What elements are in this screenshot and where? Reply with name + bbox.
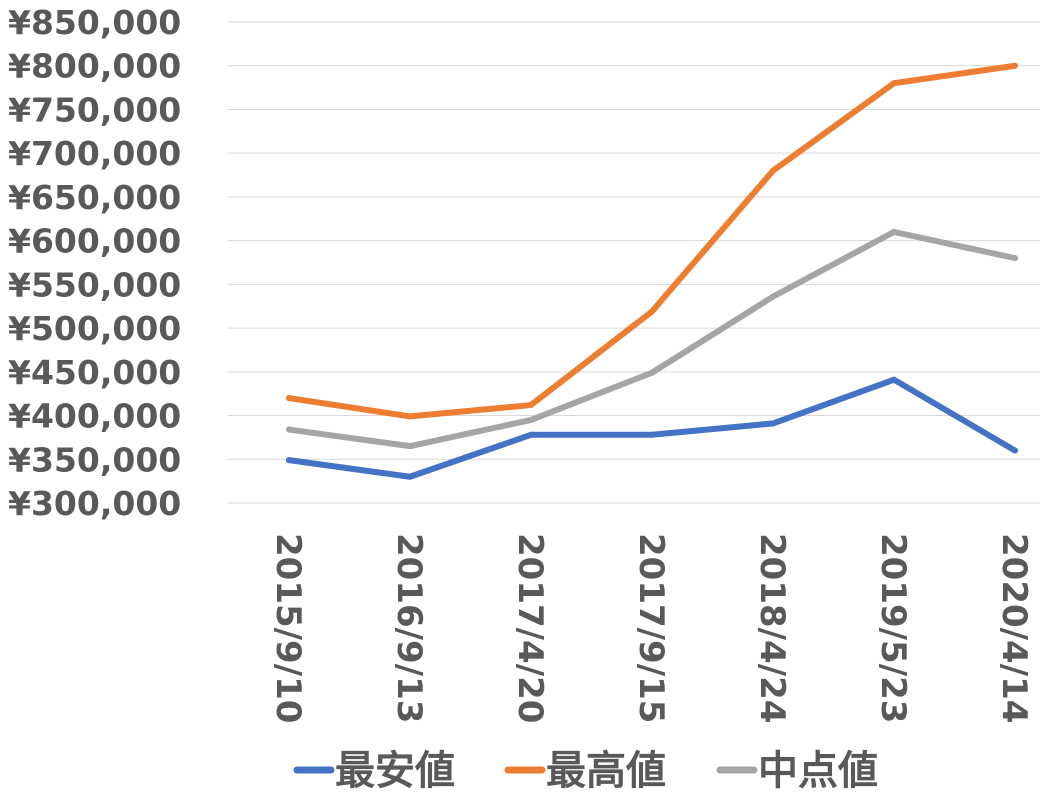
y-axis-tick-labels: ¥300,000 ¥350,000 ¥400,000 ¥450,000 ¥500,000… — [8, 3, 181, 523]
legend-label: 最高値 — [546, 748, 666, 794]
y-tick-label: ¥850,000 — [8, 3, 181, 42]
y-tick-label: ¥700,000 — [8, 134, 181, 173]
x-tick-label: 2017/4/20 — [510, 533, 550, 723]
data-point — [891, 376, 897, 383]
data-point — [1012, 447, 1018, 454]
data-point — [649, 369, 655, 376]
data-point — [1012, 255, 1018, 262]
series-line-1 — [286, 376, 1018, 480]
legend-label: 中点値 — [758, 748, 878, 794]
data-point — [891, 80, 897, 87]
legend: 最安値 最高値 中点値 — [293, 748, 878, 794]
data-point — [407, 473, 413, 480]
y-tick-label: ¥450,000 — [8, 353, 181, 392]
x-tick-label: 2017/9/15 — [631, 533, 671, 723]
y-tick-label: ¥650,000 — [8, 178, 181, 217]
data-point — [770, 420, 776, 427]
data-point — [286, 395, 292, 402]
y-tick-label: ¥800,000 — [8, 47, 181, 86]
x-tick-label: 2015/9/10 — [268, 533, 308, 723]
y-tick-label: ¥600,000 — [8, 222, 181, 261]
x-axis-tick-labels: 2015/9/10 2016/9/13 2017/4/20 2017/9/15 2018… — [268, 533, 1034, 723]
gridlines — [228, 21, 1040, 504]
data-point — [528, 416, 534, 423]
x-tick-label: 2020/4/14 — [994, 533, 1034, 723]
y-tick-label: ¥300,000 — [8, 484, 181, 523]
data-point — [649, 431, 655, 438]
y-tick-label: ¥750,000 — [8, 90, 181, 129]
x-tick-label: 2018/4/24 — [752, 533, 792, 723]
data-point — [770, 167, 776, 174]
data-point — [407, 413, 413, 420]
data-point — [1012, 62, 1018, 69]
y-tick-label: ¥550,000 — [8, 265, 181, 304]
data-point — [891, 228, 897, 235]
x-tick-label: 2016/9/13 — [389, 533, 429, 723]
data-point — [286, 426, 292, 433]
data-point — [528, 431, 534, 438]
legend-label: 最安値 — [335, 748, 455, 794]
x-tick-label: 2019/5/23 — [873, 533, 913, 723]
series-lines — [286, 62, 1018, 480]
data-point — [528, 402, 534, 409]
data-point — [770, 293, 776, 300]
y-tick-label: ¥350,000 — [8, 440, 181, 479]
y-tick-label: ¥500,000 — [8, 309, 181, 348]
data-point — [286, 457, 292, 464]
y-tick-label: ¥400,000 — [8, 397, 181, 436]
data-point — [649, 308, 655, 315]
data-point — [407, 443, 413, 450]
